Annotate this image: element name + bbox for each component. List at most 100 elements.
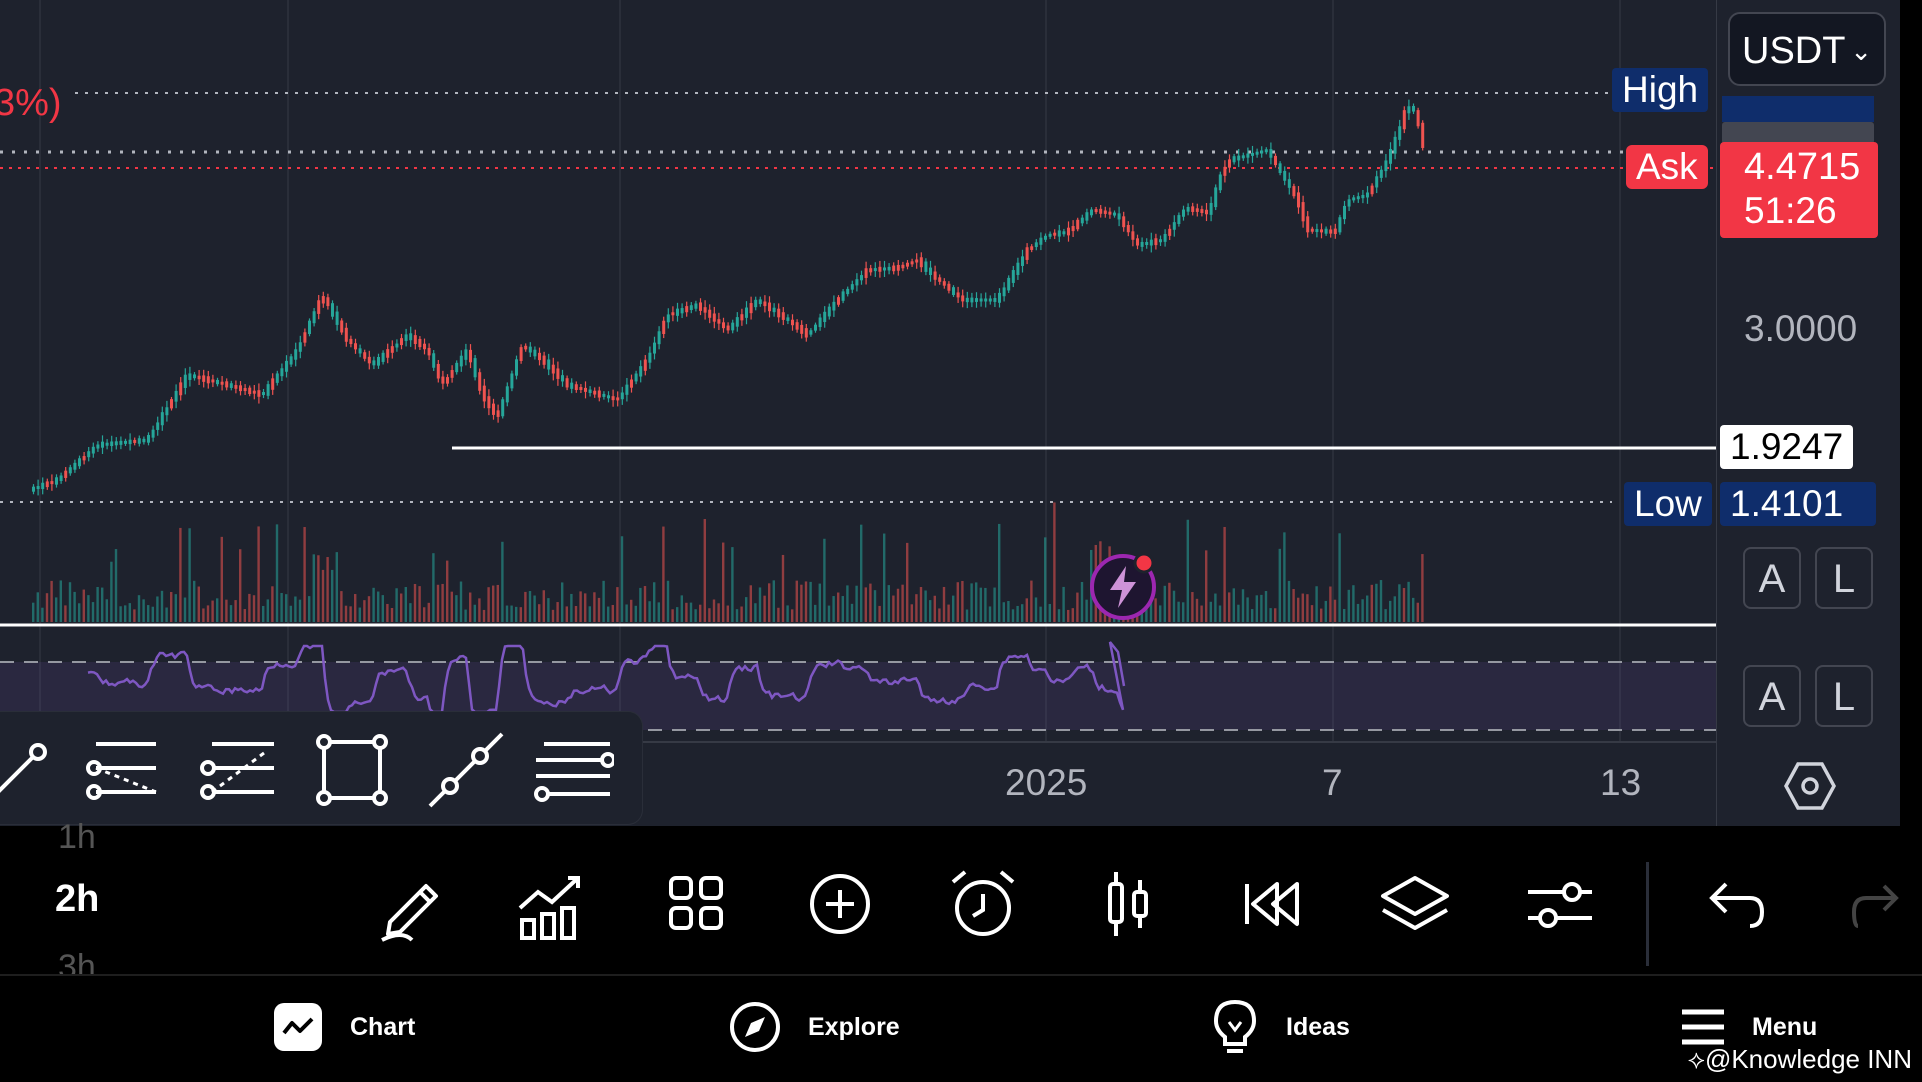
interval-selector[interactable]: 2h	[55, 878, 100, 920]
candle-body	[105, 442, 109, 446]
candle-body	[1131, 231, 1135, 240]
volume-bar	[1306, 594, 1309, 622]
volume-bar	[1260, 594, 1263, 622]
volume-bar	[749, 585, 752, 622]
parallel-channel-icon[interactable]	[530, 728, 614, 812]
candle-body	[938, 277, 942, 282]
nav-chart-label: Chart	[350, 1012, 416, 1041]
volume-bar	[78, 603, 81, 622]
volume-bar	[956, 582, 959, 622]
redo-icon[interactable]	[1836, 864, 1916, 944]
undo-icon[interactable]	[1692, 864, 1772, 944]
layers-icon[interactable]	[1375, 864, 1455, 944]
volume-bar	[1416, 602, 1419, 622]
volume-bar	[220, 536, 223, 622]
rsi-log-scale-button[interactable]: L	[1815, 665, 1873, 727]
volume-bar	[818, 583, 821, 622]
nav-menu[interactable]: Menu	[1680, 992, 1817, 1062]
candle-body	[860, 275, 863, 281]
candle-body	[616, 397, 620, 401]
candle-body	[694, 303, 698, 309]
ray-icon[interactable]	[424, 728, 508, 812]
candle-body	[528, 346, 532, 353]
candle-body	[648, 352, 652, 363]
candle-body	[294, 349, 298, 360]
settings-icon[interactable]	[1520, 864, 1600, 944]
candles-icon[interactable]	[1088, 864, 1168, 944]
volume-bar	[533, 595, 536, 622]
chart-area[interactable]: 3%) USDT ⌄ High Ask 4.4715 51:26 3.0000 …	[0, 0, 1900, 826]
price-chart[interactable]	[0, 0, 1900, 826]
candle-body	[611, 396, 615, 401]
volume-bar	[165, 607, 168, 622]
templates-icon[interactable]	[657, 864, 737, 944]
nav-explore[interactable]: Explore	[728, 992, 900, 1062]
candle-body	[919, 257, 923, 268]
volume-bar	[142, 599, 145, 622]
volume-bar	[952, 595, 955, 622]
candle-body	[837, 297, 840, 305]
volume-bar	[354, 594, 357, 622]
brush-icon[interactable]	[372, 864, 452, 944]
candle-body	[901, 264, 905, 269]
volume-bar	[441, 583, 444, 622]
candle-body	[390, 346, 394, 353]
time-label-13: 13	[1600, 762, 1642, 803]
candle-body	[1402, 110, 1406, 130]
volume-bar	[1002, 602, 1005, 622]
volume-bar	[1044, 537, 1047, 622]
volume-bar	[671, 609, 674, 622]
high-label: High	[1612, 68, 1709, 112]
interval-next[interactable]: 3h	[58, 948, 96, 974]
chart-settings-icon[interactable]	[1784, 760, 1836, 812]
volume-bar	[1062, 586, 1065, 622]
replay-icon[interactable]	[1233, 864, 1313, 944]
volume-bar	[809, 581, 812, 622]
volume-bar	[892, 595, 895, 622]
volume-bar	[561, 582, 564, 622]
currency-select[interactable]: USDT ⌄	[1728, 12, 1886, 86]
auto-scale-button[interactable]: A	[1743, 547, 1801, 609]
pitchfork-icon[interactable]	[82, 728, 166, 812]
candle-body	[1172, 222, 1176, 230]
candle-body	[993, 298, 997, 302]
nav-ideas[interactable]: Ideas	[1210, 992, 1350, 1062]
trend-line-icon[interactable]	[0, 728, 64, 812]
hline-price-label[interactable]: 1.9247	[1720, 425, 1854, 469]
volume-bar	[869, 583, 872, 622]
candle-body	[680, 308, 684, 314]
indicators-icon[interactable]	[512, 864, 592, 944]
volume-bar	[984, 587, 987, 622]
candle-body	[482, 385, 486, 402]
candle-body	[197, 375, 201, 380]
candle-body	[1223, 166, 1227, 176]
volume-bar	[611, 604, 614, 622]
candle-body	[804, 328, 808, 338]
rsi-auto-scale-button[interactable]: A	[1743, 665, 1801, 727]
candle-body	[137, 438, 141, 444]
candle-body	[1260, 150, 1264, 154]
log-scale-button[interactable]: L	[1815, 547, 1873, 609]
add-icon[interactable]	[800, 864, 880, 944]
alert-icon[interactable]	[943, 864, 1023, 944]
volume-bar	[110, 561, 113, 622]
volume-bar	[662, 526, 665, 622]
candle-body	[662, 320, 666, 335]
volume-bar	[1067, 609, 1070, 622]
volume-bar	[257, 526, 260, 622]
compass-icon	[730, 1002, 780, 1052]
nav-chart[interactable]: Chart	[272, 992, 415, 1062]
candle-body	[570, 382, 574, 389]
candle-body	[1292, 186, 1296, 197]
rectangle-icon[interactable]	[310, 728, 394, 812]
fib-retracement-icon[interactable]	[196, 728, 280, 812]
interval-prev[interactable]: 1h	[58, 818, 96, 856]
lightning-alert-icon[interactable]	[1088, 552, 1158, 622]
volume-bar	[193, 580, 196, 622]
candle-body	[984, 298, 988, 302]
volume-bar	[1228, 592, 1231, 622]
volume-bar	[841, 596, 844, 622]
volume-bar	[551, 609, 555, 622]
candle-body	[501, 399, 505, 417]
low-label: Low	[1624, 482, 1712, 526]
